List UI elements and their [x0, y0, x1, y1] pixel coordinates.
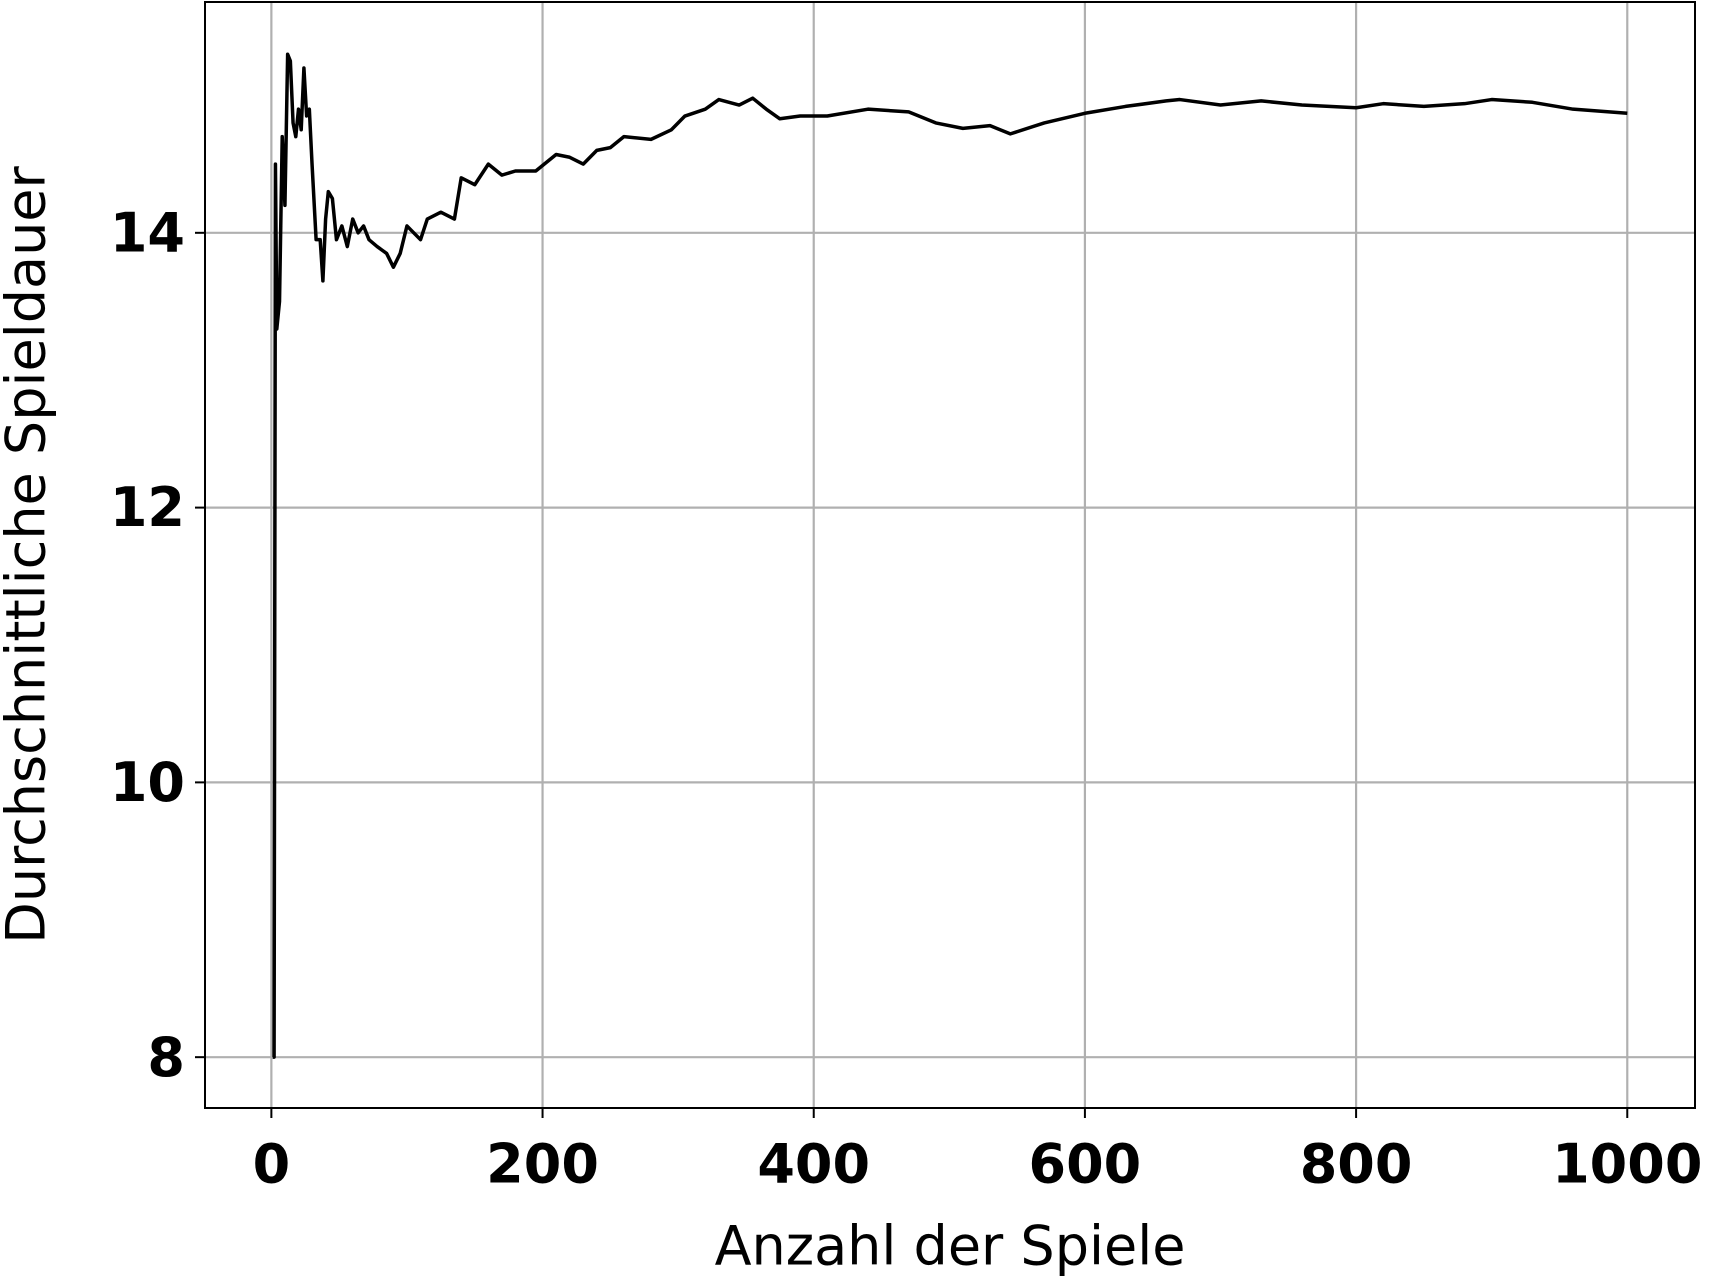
- x-tick-label: 800: [1300, 1133, 1413, 1196]
- y-tick-label: 14: [110, 201, 185, 264]
- data-line: [272, 52, 1628, 1059]
- x-tick-label: 200: [486, 1133, 599, 1196]
- y-tick-label: 10: [110, 751, 185, 814]
- x-axis-label: Anzahl der Spiele: [715, 1215, 1186, 1278]
- y-tick-label: 8: [147, 1026, 185, 1089]
- x-tick-label: 1000: [1552, 1133, 1702, 1196]
- y-axis-label: Durchschnittliche Spieldauer: [0, 165, 58, 943]
- x-tick-label: 0: [253, 1133, 291, 1196]
- y-tick-label: 12: [110, 476, 185, 539]
- plot-frame: [204, 1, 1696, 1109]
- x-tick-label: 400: [757, 1133, 870, 1196]
- x-tick-label: 600: [1029, 1133, 1142, 1196]
